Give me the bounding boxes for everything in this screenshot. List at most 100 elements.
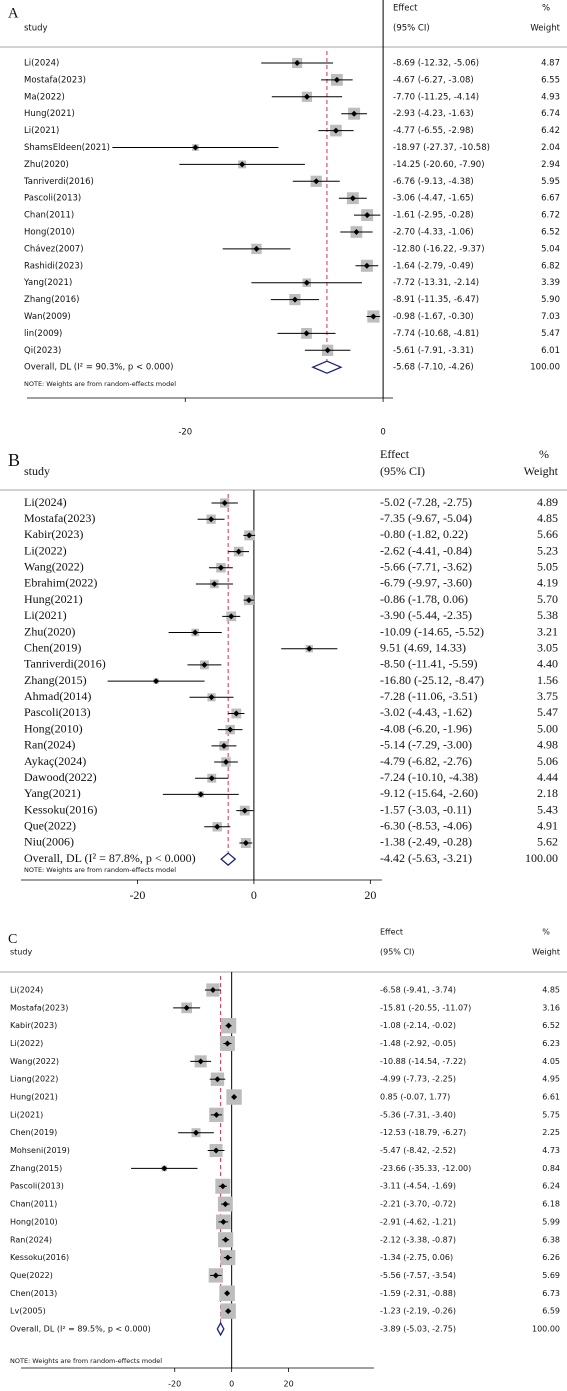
point-estimate (225, 1022, 232, 1029)
note: NOTE: Weights are from random-effects mo… (10, 1357, 162, 1365)
overall-diamond (311, 360, 343, 374)
point-estimate (231, 1094, 238, 1101)
study-label: Li(2022) (10, 1039, 43, 1048)
weight-label: 4.85 (542, 986, 560, 995)
point-estimate (220, 1218, 227, 1225)
point-estimate (253, 245, 260, 252)
point-estimate (351, 110, 358, 117)
weight-label: 3.21 (537, 624, 558, 638)
point-estimate (303, 279, 310, 286)
weight-label: 4.19 (537, 576, 558, 590)
weight-label: 5.06 (537, 754, 558, 768)
weight-label: 6.67 (541, 194, 560, 204)
effect-label: -18.97 (-27.37, -10.58) (393, 143, 490, 153)
weight-header: Weight (530, 24, 560, 34)
overall-effect: -5.68 (-7.10, -4.26) (393, 363, 474, 373)
weight-label: 4.98 (537, 738, 558, 752)
study-label: Ahmad(2014) (24, 689, 91, 703)
study-label: Wang(2022) (10, 1057, 59, 1066)
point-estimate (192, 1129, 199, 1136)
overall-diamond (220, 852, 237, 867)
point-estimate (183, 1004, 190, 1011)
point-estimate (242, 839, 249, 846)
point-estimate (192, 144, 199, 151)
point-estimate (213, 1111, 220, 1118)
study-label: lin(2009) (24, 329, 62, 339)
study-label: Pascoli(2013) (24, 705, 91, 719)
effect-header: Effect (380, 447, 410, 461)
study-label: Li(2022) (24, 543, 67, 557)
study-label: Li(2024) (10, 986, 43, 995)
effect-label: -1.08 (-2.14, -0.02) (380, 1021, 456, 1030)
point-estimate (235, 548, 242, 555)
weight-label: 5.95 (541, 177, 560, 187)
weight-label: 5.90 (541, 295, 560, 305)
point-estimate (370, 313, 377, 320)
weight-label: 2.25 (542, 1128, 560, 1137)
point-estimate (208, 516, 215, 523)
effect-label: -4.08 (-6.20, -1.96) (380, 721, 472, 735)
weight-label: 6.18 (542, 1200, 560, 1209)
study-label: Zhang(2015) (24, 673, 87, 687)
effect-label: -7.72 (-13.31, -2.14) (393, 278, 479, 288)
point-estimate (241, 807, 248, 814)
weight-label: 0.84 (542, 1164, 560, 1173)
study-label: Ran(2024) (10, 1235, 52, 1244)
study-label: Kabir(2023) (24, 527, 83, 541)
effect-label: -5.02 (-7.28, -2.75) (380, 495, 472, 509)
effect-label: -12.53 (-18.79, -6.27) (380, 1128, 466, 1137)
point-estimate (221, 500, 228, 506)
study-label: Ran(2024) (24, 738, 75, 752)
overall-weight: 100.00 (530, 363, 560, 373)
study-label: Li(2024) (24, 59, 59, 69)
weight-label: 5.23 (537, 543, 558, 557)
x-tick-label: -20 (178, 428, 192, 438)
weight-label: 4.44 (537, 770, 558, 784)
point-estimate (214, 823, 221, 830)
effect-label: -2.91 (-4.62, -1.21) (380, 1217, 456, 1226)
weight-label: 5.99 (542, 1217, 560, 1226)
study-label: Mohseni(2019) (10, 1146, 70, 1155)
study-label: Chan(2011) (24, 211, 74, 221)
weight-label: 6.23 (542, 1039, 560, 1048)
effect-label: -4.67 (-6.27, -3.08) (393, 75, 474, 85)
study-label: Kabir(2023) (10, 1021, 57, 1030)
ci-header: (95% CI) (380, 948, 415, 957)
study-label: Zhang(2016) (24, 295, 79, 305)
point-estimate (214, 1076, 221, 1083)
weight-label: 6.42 (541, 126, 560, 136)
point-estimate (222, 1236, 229, 1243)
effect-label: -14.25 (-20.60, -7.90) (393, 160, 485, 170)
x-tick-label: 0 (251, 888, 257, 902)
study-label: Hung(2021) (24, 109, 75, 119)
effect-label: -4.99 (-7.73, -2.25) (380, 1075, 456, 1084)
overall-label: Overall, DL (I² = 89.5%, p < 0.000) (10, 1324, 151, 1333)
study-label: Liang(2022) (10, 1075, 58, 1084)
weight-label: 2.94 (541, 160, 560, 170)
weight-label: 1.56 (537, 673, 558, 687)
effect-label: -10.09 (-14.65, -5.52) (380, 624, 484, 638)
study-label: Chen(2019) (10, 1128, 57, 1137)
point-estimate (306, 645, 313, 652)
weight-label: 6.59 (542, 1307, 560, 1316)
study-label: Zhu(2020) (24, 160, 69, 170)
point-estimate (364, 212, 371, 219)
point-estimate (220, 742, 227, 749)
point-estimate (209, 987, 216, 993)
overall-label: Overall, DL (I² = 87.8%, p < 0.000) (24, 851, 196, 865)
point-estimate (153, 678, 160, 685)
point-estimate (224, 1254, 231, 1261)
point-estimate (353, 229, 360, 235)
study-label: Qi(2023) (24, 346, 61, 356)
study-label: Mostafa(2023) (10, 1003, 68, 1012)
weight-header: Weight (532, 948, 560, 957)
effect-label: -2.21 (-3.70, -0.72) (380, 1200, 456, 1209)
weight-label: 4.89 (537, 495, 558, 509)
study-label: Kessoku(2016) (10, 1253, 69, 1262)
weight-label: 5.04 (541, 244, 560, 254)
point-estimate (349, 195, 356, 202)
study-label: Chen(2013) (10, 1289, 57, 1298)
effect-label: -3.02 (-4.43, -1.62) (380, 705, 472, 719)
weight-label: 3.75 (537, 689, 558, 703)
